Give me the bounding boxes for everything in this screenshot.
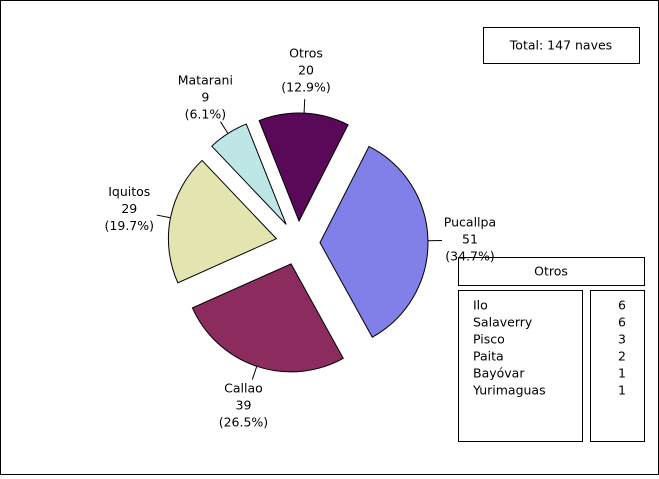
breakdown-name: Paita	[473, 349, 504, 364]
slice-value: 51	[462, 232, 478, 247]
slice-value: 9	[201, 90, 209, 105]
slice-label: Iquitos	[108, 184, 150, 199]
breakdown-name: Ilo	[473, 298, 488, 313]
breakdown-name: Yurimaguas	[472, 383, 546, 398]
slice-percent: (34.7%)	[445, 249, 494, 264]
breakdown-value: 2	[618, 349, 626, 364]
slice-percent: (26.5%)	[219, 415, 268, 430]
slice-percent: (19.7%)	[105, 218, 154, 233]
slice-label: Matarani	[178, 73, 233, 88]
slice-label: Pucallpa	[444, 215, 496, 230]
slice-value: 39	[236, 398, 252, 413]
slice-percent: (12.9%)	[281, 80, 330, 95]
total-annotation: Total: 147 naves	[509, 38, 612, 53]
breakdown-name: Salaverry	[473, 315, 533, 330]
slice-value: 20	[298, 63, 314, 78]
slice-label: Otros	[289, 46, 323, 61]
breakdown-title: Otros	[534, 264, 568, 279]
breakdown-value: 1	[618, 383, 626, 398]
breakdown-name: Pisco	[473, 332, 505, 347]
slice-percent: (6.1%)	[185, 107, 227, 122]
slice-label: Callao	[224, 381, 263, 396]
leader-line	[304, 99, 305, 113]
breakdown-value: 1	[618, 366, 626, 381]
slice-value: 29	[121, 201, 137, 216]
breakdown-value: 6	[618, 315, 626, 330]
breakdown-value: 3	[618, 332, 626, 347]
breakdown-name: Bayóvar	[473, 366, 525, 381]
breakdown-value: 6	[618, 298, 626, 313]
